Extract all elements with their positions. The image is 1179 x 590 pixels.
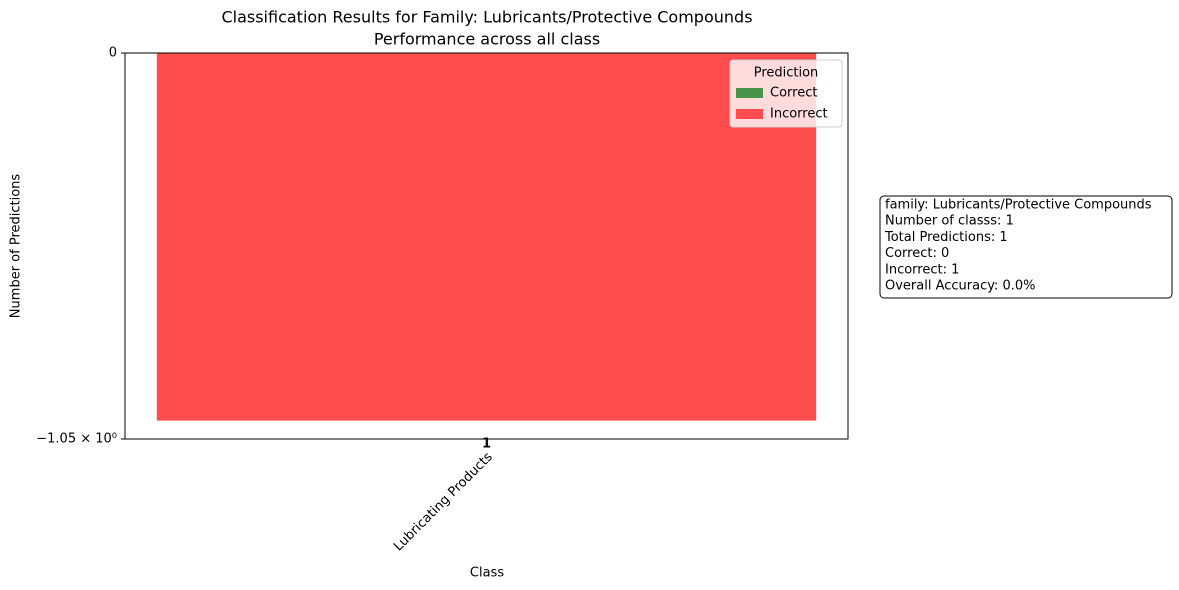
chart-subtitle: Performance across all class bbox=[374, 30, 600, 49]
bar bbox=[156, 53, 817, 421]
info-line: Incorrect: 1 bbox=[885, 262, 959, 277]
chart-title: Classification Results for Family: Lubri… bbox=[221, 8, 752, 27]
legend-title: Prediction bbox=[754, 66, 819, 81]
info-line: Total Predictions: 1 bbox=[884, 230, 1008, 245]
x-axis-label: Class bbox=[470, 566, 504, 581]
y-tick-label: −1.05 × 10⁰ bbox=[36, 432, 117, 447]
info-line: Correct: 0 bbox=[885, 246, 949, 261]
bar-total-label: 1 bbox=[482, 437, 491, 452]
info-line: family: Lubricants/Protective Compounds bbox=[885, 198, 1152, 213]
legend-label: Incorrect bbox=[770, 107, 828, 122]
plot-frame bbox=[124, 52, 849, 440]
legend-swatch bbox=[736, 88, 763, 98]
y-axis-label: Number of Predictions bbox=[9, 174, 24, 319]
info-line: Overall Accuracy: 0.0% bbox=[885, 279, 1036, 294]
info-line: Number of classs: 1 bbox=[885, 214, 1014, 229]
info-box bbox=[879, 195, 1173, 299]
legend-label: Correct bbox=[770, 86, 817, 101]
y-tick-label: 0 bbox=[109, 46, 117, 61]
legend-swatch bbox=[736, 109, 763, 119]
x-tick-label: Lubricating Products bbox=[391, 450, 496, 555]
